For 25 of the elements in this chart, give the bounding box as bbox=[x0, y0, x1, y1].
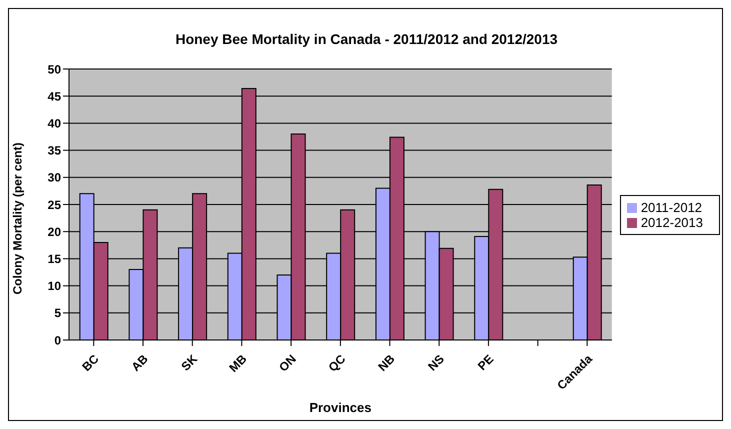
y-tick-label: 20 bbox=[48, 224, 62, 239]
y-tick-label: 45 bbox=[48, 89, 62, 104]
x-tick-label: SK bbox=[178, 352, 200, 374]
legend-label: 2011-2012 bbox=[640, 200, 702, 214]
chart-title: Honey Bee Mortality in Canada - 2011/2012 and 2012/2013 bbox=[174, 31, 559, 47]
x-tick-label: NB bbox=[375, 352, 398, 374]
x-tick-label: PE bbox=[475, 352, 496, 374]
x-tick-label: BC bbox=[79, 352, 102, 374]
y-tick-label: 40 bbox=[48, 116, 62, 130]
x-tick-label: ON bbox=[276, 352, 299, 375]
y-tick-label: 15 bbox=[48, 252, 62, 266]
x-tick-label: QC bbox=[326, 352, 348, 375]
y-tick-label: 35 bbox=[48, 144, 62, 158]
y-tick-label: 30 bbox=[48, 170, 62, 185]
y-tick-label: 10 bbox=[48, 279, 62, 294]
y-tick-label: 0 bbox=[54, 333, 62, 348]
y-tick-label: 50 bbox=[48, 62, 62, 76]
legend-label: 2012-2013 bbox=[640, 214, 703, 230]
x-tick-label: MB bbox=[226, 352, 250, 375]
y-tick-label: 25 bbox=[48, 198, 62, 212]
y-axis-title: Colony Mortality (per cent) bbox=[10, 142, 24, 294]
x-axis-title: Provinces bbox=[309, 400, 372, 415]
x-tick-label: NS bbox=[425, 352, 447, 374]
x-tick-label: AB bbox=[128, 352, 152, 374]
y-tick-label: 5 bbox=[54, 306, 62, 320]
